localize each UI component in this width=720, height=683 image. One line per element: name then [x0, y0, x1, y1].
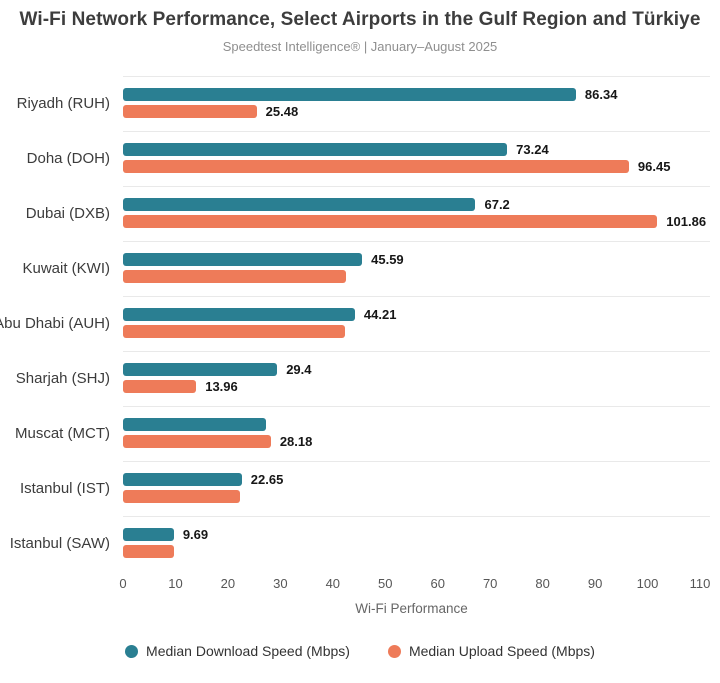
x-axis-tick: 90: [587, 576, 603, 591]
plot-area: 73.24 96.45: [123, 131, 710, 186]
legend-label-upload: Median Upload Speed (Mbps): [408, 643, 595, 659]
upload-bar: [123, 160, 629, 173]
x-axis-tick: 20: [220, 576, 236, 591]
upload-bar: [123, 545, 175, 558]
legend-item-download: Median Download Speed (Mbps): [125, 643, 350, 659]
value-label: 28.18: [279, 434, 313, 449]
upload-bar: [123, 105, 257, 118]
plot-area: 9.69: [123, 516, 710, 571]
bar-group-istanbul-saw: Istanbul (SAW) 9.69: [0, 516, 720, 571]
bar-group-abu-dhabi-auh: Abu Dhabi (AUH) 44.21: [0, 296, 720, 351]
x-axis-tick: 60: [430, 576, 445, 591]
category-label: Istanbul (IST): [19, 480, 110, 497]
bar-chart: Riyadh (RUH) 86.34 25.48 Doha (DOH) 73.2…: [0, 76, 720, 659]
category-label: Riyadh (RUH): [16, 95, 110, 112]
value-label: 86.34: [584, 87, 618, 102]
x-axis: 0 10 20 30 40 50 60 70 80 90 100 110: [0, 576, 720, 594]
upload-bar: [123, 215, 658, 228]
download-bar: [123, 143, 508, 156]
download-bar: [123, 88, 576, 101]
category-label: Abu Dhabi (AUH): [0, 315, 110, 332]
x-axis-title: Wi-Fi Performance: [355, 601, 468, 616]
bar-group-istanbul-ist: Istanbul (IST) 22.65: [0, 461, 720, 516]
plot-area: 45.59: [123, 241, 710, 296]
category-label: Muscat (MCT): [15, 425, 110, 442]
legend-dot-upload-icon: [387, 644, 401, 658]
x-axis-tick: 100: [636, 576, 659, 591]
bar-group-sharjah-shj: Sharjah (SHJ) 29.4 13.96: [0, 351, 720, 406]
value-label: 25.48: [265, 104, 299, 119]
plot-area: 28.18: [123, 406, 710, 461]
legend-label-download: Median Download Speed (Mbps): [146, 643, 350, 659]
value-label: 96.45: [637, 159, 671, 174]
bar-group-muscat-mct: Muscat (MCT) 28.18: [0, 406, 720, 461]
x-axis-tick: 10: [168, 576, 183, 591]
chart-subtitle: Speedtest Intelligence® | January–August…: [222, 39, 498, 54]
category-label: Istanbul (SAW): [9, 535, 110, 552]
category-label: Dubai (DXB): [25, 205, 110, 222]
value-label: 9.69: [182, 527, 209, 542]
category-label: Kuwait (KWI): [22, 260, 110, 277]
chart-title: Wi-Fi Network Performance, Select Airpor…: [19, 9, 701, 30]
value-label: 44.21: [363, 307, 397, 322]
download-bar: [123, 418, 267, 431]
bar-group-dubai-dxb: Dubai (DXB) 67.2 101.86: [0, 186, 720, 241]
x-axis-tick: 0: [119, 576, 127, 591]
value-label: 67.2: [484, 197, 510, 212]
plot-area: 29.4 13.96: [123, 351, 710, 406]
value-label: 22.65: [250, 472, 284, 487]
upload-bar: [123, 490, 240, 503]
plot-area: 67.2 101.86: [123, 186, 710, 241]
x-axis-tick: 70: [482, 576, 498, 591]
upload-bar: [123, 270, 347, 283]
value-label: 45.59: [371, 252, 404, 267]
download-bar: [123, 198, 476, 211]
value-label: 73.24: [516, 142, 549, 157]
x-axis-tick: 30: [273, 576, 288, 591]
category-label: Sharjah (SHJ): [15, 370, 110, 387]
x-axis-tick: 50: [378, 576, 393, 591]
download-bar: [123, 473, 242, 486]
value-label: 101.86: [666, 214, 707, 229]
x-axis-tick: 40: [325, 576, 341, 591]
bar-group-doha-doh: Doha (DOH) 73.24 96.45: [0, 131, 720, 186]
value-label: 13.96: [205, 379, 238, 394]
download-bar: [123, 528, 174, 541]
value-label: 29.4: [286, 362, 312, 377]
upload-bar: [123, 325, 345, 338]
download-bar: [123, 253, 363, 266]
download-bar: [123, 308, 355, 321]
plot-area: 44.21: [123, 296, 710, 351]
plot-area: 86.34 25.48: [123, 76, 710, 131]
legend-item-upload: Median Upload Speed (Mbps): [387, 643, 595, 659]
upload-bar: [123, 435, 271, 448]
x-axis-tick: 110: [689, 576, 711, 591]
legend: Median Download Speed (Mbps) Median Uplo…: [0, 643, 720, 659]
download-bar: [123, 363, 278, 376]
upload-bar: [123, 380, 197, 393]
bar-group-kuwait-kwi: Kuwait (KWI) 45.59: [0, 241, 720, 296]
category-label: Doha (DOH): [26, 150, 110, 167]
plot-area: 22.65: [123, 461, 710, 516]
legend-dot-download-icon: [125, 644, 139, 658]
x-axis-tick: 80: [535, 576, 550, 591]
bar-group-riyadh-ruh: Riyadh (RUH) 86.34 25.48: [0, 76, 720, 131]
